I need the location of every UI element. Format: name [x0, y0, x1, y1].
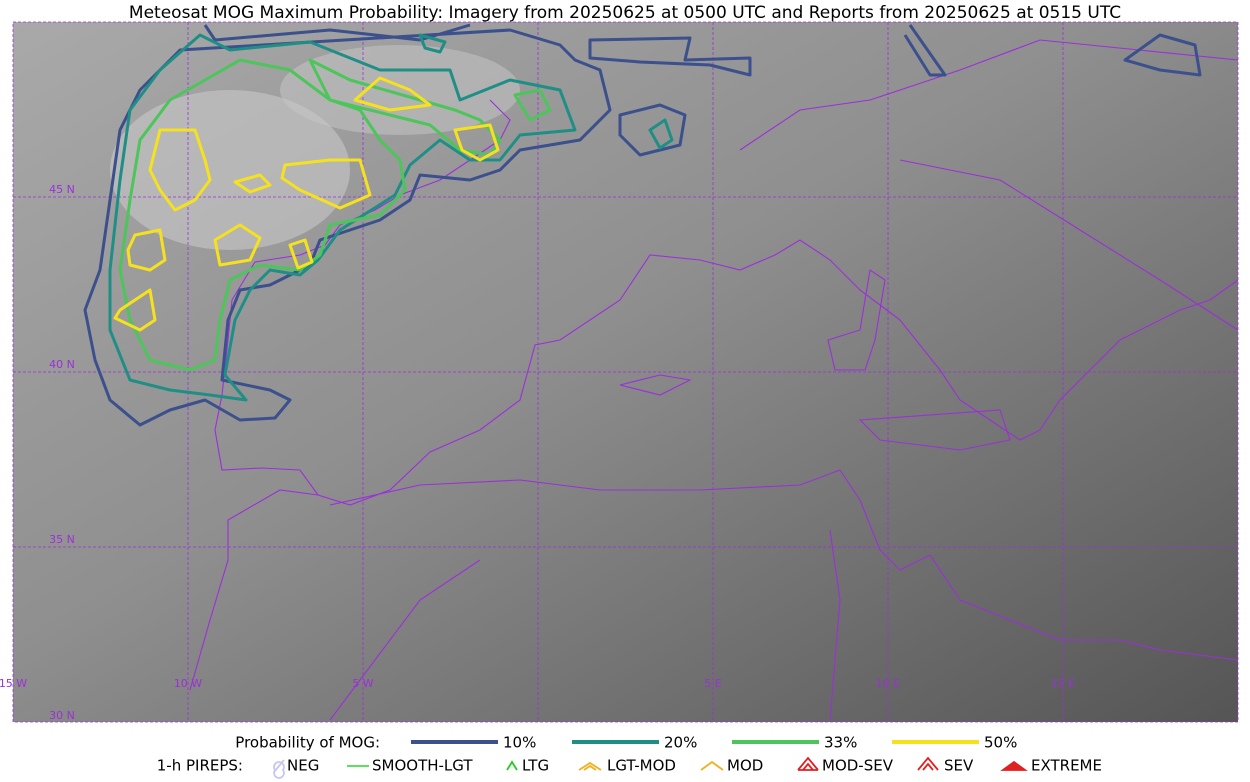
- legend-label: 33%: [824, 734, 857, 752]
- legend-label: SMOOTH-LGT: [372, 757, 473, 775]
- legend-label: MOD: [727, 757, 763, 775]
- map-title: Meteosat MOG Maximum Probability: Imager…: [129, 3, 1121, 23]
- legend-label: LTG: [522, 757, 549, 775]
- legend-label: LGT-MOD: [607, 757, 676, 775]
- legend-label: EXTREME: [1031, 757, 1102, 775]
- map: [12, 21, 1239, 723]
- pirep-icon: [700, 760, 724, 771]
- lat-label: 30 N: [49, 709, 75, 722]
- lon-label: 15 E: [1051, 677, 1075, 690]
- lat-label: 35 N: [49, 533, 75, 546]
- grid-lines: [12, 21, 1239, 723]
- legend-label: 10%: [503, 734, 536, 752]
- pirep-icon: [578, 761, 602, 771]
- lon-label: 5 E: [704, 677, 721, 690]
- pirep-icon: [273, 759, 285, 779]
- lat-label: 45 N: [49, 183, 75, 196]
- legend-title: Probability of MOG:: [235, 734, 380, 752]
- lon-label: 10 E: [876, 677, 900, 690]
- legend-label: SEV: [944, 757, 974, 775]
- legend-label: NEG: [287, 757, 319, 775]
- lon-label: 15 W: [0, 677, 27, 690]
- legend-label: MOD-SEV: [822, 757, 894, 775]
- lon-label: 10 W: [174, 677, 202, 690]
- pirep-icon: [917, 756, 939, 771]
- legend-label: 50%: [984, 734, 1017, 752]
- pirep-icon: [797, 756, 819, 771]
- lat-label: 40 N: [49, 358, 75, 371]
- legend-label: 20%: [664, 734, 697, 752]
- legend-title: 1-h PIREPS:: [157, 757, 243, 775]
- pirep-icon: [506, 760, 518, 771]
- contours: [83, 23, 1202, 427]
- coastlines: [189, 39, 1239, 721]
- pirep-icon: [1000, 760, 1028, 771]
- lon-label: 5 W: [352, 677, 373, 690]
